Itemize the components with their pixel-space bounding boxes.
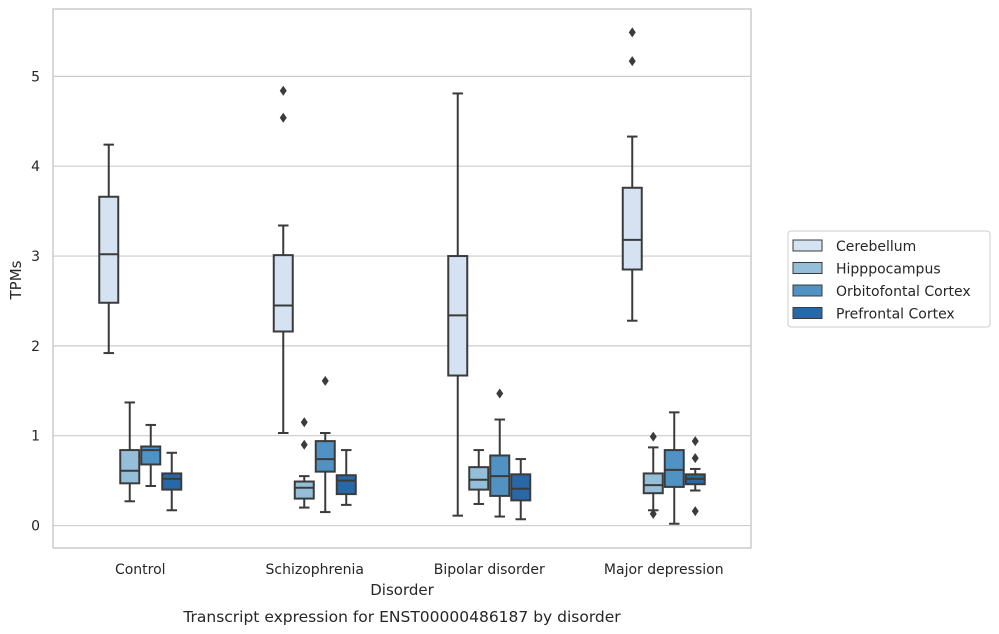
legend-swatch bbox=[792, 284, 823, 297]
legend: Cerebellum Hipppocampus Orbitofontal Corte… bbox=[787, 230, 991, 328]
y-tick-label: 0 bbox=[31, 519, 40, 535]
box-iqr bbox=[161, 472, 183, 491]
legend-item: Orbitofontal Cortex bbox=[792, 284, 971, 300]
x-axis-label: Disorder bbox=[370, 581, 434, 599]
box-iqr bbox=[293, 480, 315, 500]
y-axis-label: TPMs bbox=[7, 260, 25, 300]
box-group bbox=[119, 401, 141, 503]
x-tick-label: Bipolar disorder bbox=[434, 562, 545, 578]
box-group bbox=[468, 449, 490, 505]
box-group bbox=[161, 451, 183, 512]
outlier-point bbox=[279, 85, 287, 96]
legend-item: Hipppocampus bbox=[792, 262, 941, 278]
box-iqr bbox=[510, 473, 532, 502]
y-tick-label: 2 bbox=[31, 339, 40, 355]
outlier-point bbox=[649, 508, 657, 519]
outlier-point bbox=[628, 27, 636, 38]
legend-label: Prefrontal Cortex bbox=[836, 307, 955, 323]
x-tick-label: Schizophrenia bbox=[266, 562, 364, 578]
x-tick-label: Major depression bbox=[604, 562, 724, 578]
box-iqr bbox=[642, 472, 664, 495]
box-group bbox=[489, 388, 511, 518]
box-group bbox=[98, 143, 120, 355]
box-group bbox=[510, 458, 532, 521]
box-iqr bbox=[663, 449, 685, 488]
box-group bbox=[663, 411, 685, 525]
legend-swatch bbox=[792, 262, 823, 274]
plot-area bbox=[52, 8, 752, 549]
outlier-point bbox=[649, 431, 657, 442]
box-group bbox=[621, 27, 643, 322]
box-group bbox=[335, 449, 357, 506]
legend-frame bbox=[787, 230, 991, 328]
chart-caption: Transcript expression for ENST0000048618… bbox=[182, 608, 621, 626]
outlier-point bbox=[691, 453, 699, 464]
box-iqr bbox=[119, 449, 141, 485]
box-iqr bbox=[272, 254, 294, 333]
box-group bbox=[140, 423, 162, 488]
legend-item: Cerebellum bbox=[792, 239, 916, 255]
legend-swatch bbox=[792, 239, 823, 252]
outlier-point bbox=[496, 388, 504, 399]
y-tick-label: 4 bbox=[31, 159, 40, 175]
y-tick-label: 5 bbox=[31, 69, 40, 85]
outlier-point bbox=[628, 56, 636, 67]
box-group bbox=[642, 431, 664, 519]
box-group bbox=[314, 375, 336, 514]
outlier-point bbox=[691, 436, 699, 447]
outlier-point bbox=[691, 506, 699, 517]
legend-item: Prefrontal Cortex bbox=[792, 307, 955, 323]
outlier-point bbox=[279, 112, 287, 123]
box-group bbox=[272, 85, 294, 435]
box-group bbox=[447, 92, 469, 517]
box-group bbox=[293, 417, 315, 509]
legend-label: Cerebellum bbox=[836, 239, 916, 255]
box-iqr bbox=[314, 440, 336, 473]
y-tick-label: 3 bbox=[31, 249, 40, 265]
box-group bbox=[684, 436, 706, 517]
box-iqr bbox=[98, 195, 120, 304]
box-iqr bbox=[621, 186, 643, 271]
x-tick-label: Control bbox=[115, 562, 166, 578]
outlier-point bbox=[300, 439, 308, 450]
legend-swatch bbox=[792, 307, 823, 319]
outlier-point bbox=[321, 375, 329, 386]
box-iqr bbox=[335, 474, 357, 496]
outlier-point bbox=[300, 417, 308, 428]
legend-label: Orbitofontal Cortex bbox=[836, 284, 971, 300]
y-tick-label: 1 bbox=[31, 429, 40, 445]
box-iqr bbox=[468, 466, 490, 491]
legend-label: Hipppocampus bbox=[836, 262, 941, 278]
